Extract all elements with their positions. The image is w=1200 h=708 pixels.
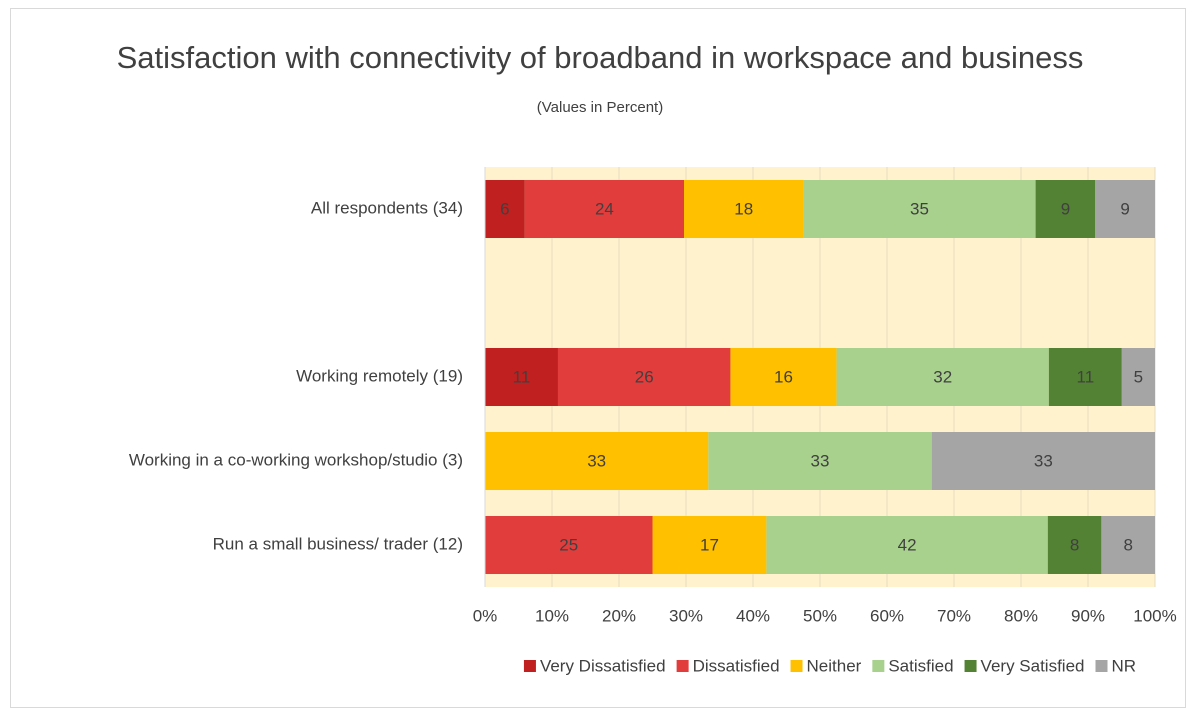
data-label: 11 <box>513 367 531 386</box>
chart-subtitle: (Values in Percent) <box>536 99 664 116</box>
x-tick-label: 70% <box>937 606 971 625</box>
data-label: 33 <box>811 451 830 470</box>
data-label: 33 <box>1034 451 1053 470</box>
bar-segment <box>485 348 558 406</box>
legend-swatch <box>676 660 689 672</box>
data-label: 18 <box>734 199 753 218</box>
data-label: 16 <box>774 367 793 386</box>
x-tick-label: 80% <box>1004 606 1038 625</box>
x-tick-label: 40% <box>736 606 770 625</box>
data-label: 25 <box>559 535 578 554</box>
data-label: 9 <box>1120 199 1129 218</box>
y-tick-label: Working in a co-working workshop/studio … <box>129 450 463 469</box>
data-label: 42 <box>898 535 917 554</box>
data-label: 6 <box>500 199 509 218</box>
x-tick-label: 10% <box>535 606 569 625</box>
bar-segment <box>557 348 731 406</box>
data-label: 26 <box>635 367 654 386</box>
legend: Very Dissatisfied Dissatisfied Neither Sati… <box>523 656 1137 675</box>
y-tick-label: All respondents (34) <box>311 198 463 217</box>
legend-label: Dissatisfied <box>693 656 780 675</box>
data-label: 8 <box>1123 535 1132 554</box>
bar-segment <box>1095 180 1155 238</box>
data-label: 5 <box>1134 367 1143 386</box>
bar-segment <box>652 516 767 574</box>
bar-segment <box>1121 348 1155 406</box>
x-tick-label: 30% <box>669 606 703 625</box>
x-tick-label: 60% <box>870 606 904 625</box>
legend-label: Very Dissatisfied <box>540 656 666 675</box>
bar-segment <box>931 432 1155 490</box>
bar-segment <box>708 432 932 490</box>
bar-segment <box>524 180 685 238</box>
x-tick-label: 50% <box>803 606 837 625</box>
bar-segment <box>1101 516 1155 574</box>
bar-segment <box>485 432 709 490</box>
y-tick-label: Working remotely (19) <box>296 366 463 385</box>
legend-swatch <box>523 660 536 672</box>
title-block: Satisfaction with connectivity of broadb… <box>100 36 1100 130</box>
data-label: 9 <box>1061 199 1070 218</box>
bar-segment <box>730 348 837 406</box>
data-label: 24 <box>595 199 614 218</box>
data-label: 11 <box>1077 367 1095 386</box>
legend-swatch <box>790 660 803 672</box>
bar-segment <box>766 516 1048 574</box>
chart-title: Satisfaction with connectivity of broadb… <box>116 40 1084 75</box>
legend-swatch <box>964 660 977 672</box>
bar-segment <box>1047 516 1102 574</box>
legend-label: Neither <box>807 656 862 675</box>
data-label: 17 <box>700 535 719 554</box>
x-tick-label: 90% <box>1071 606 1105 625</box>
x-tick-label: 100% <box>1133 606 1176 625</box>
legend-label: Very Satisfied <box>981 656 1085 675</box>
data-label: 32 <box>933 367 952 386</box>
data-label: 8 <box>1070 535 1079 554</box>
bar-segment <box>1048 348 1122 406</box>
data-label: 33 <box>587 451 606 470</box>
bar-segment <box>836 348 1049 406</box>
bar-segment <box>803 180 1036 238</box>
bar-segment <box>485 516 653 574</box>
bar-segment <box>485 180 525 238</box>
bar-segment <box>684 180 804 238</box>
data-label: 35 <box>910 199 929 218</box>
legend-swatch <box>872 660 885 672</box>
legend-label: NR <box>1112 656 1137 675</box>
bar-segment <box>1035 180 1096 238</box>
legend-swatch <box>1095 660 1108 672</box>
legend-label: Satisfied <box>888 656 953 675</box>
y-tick-label: Run a small business/ trader (12) <box>213 534 463 553</box>
x-tick-label: 0% <box>473 606 498 625</box>
x-tick-label: 20% <box>602 606 636 625</box>
